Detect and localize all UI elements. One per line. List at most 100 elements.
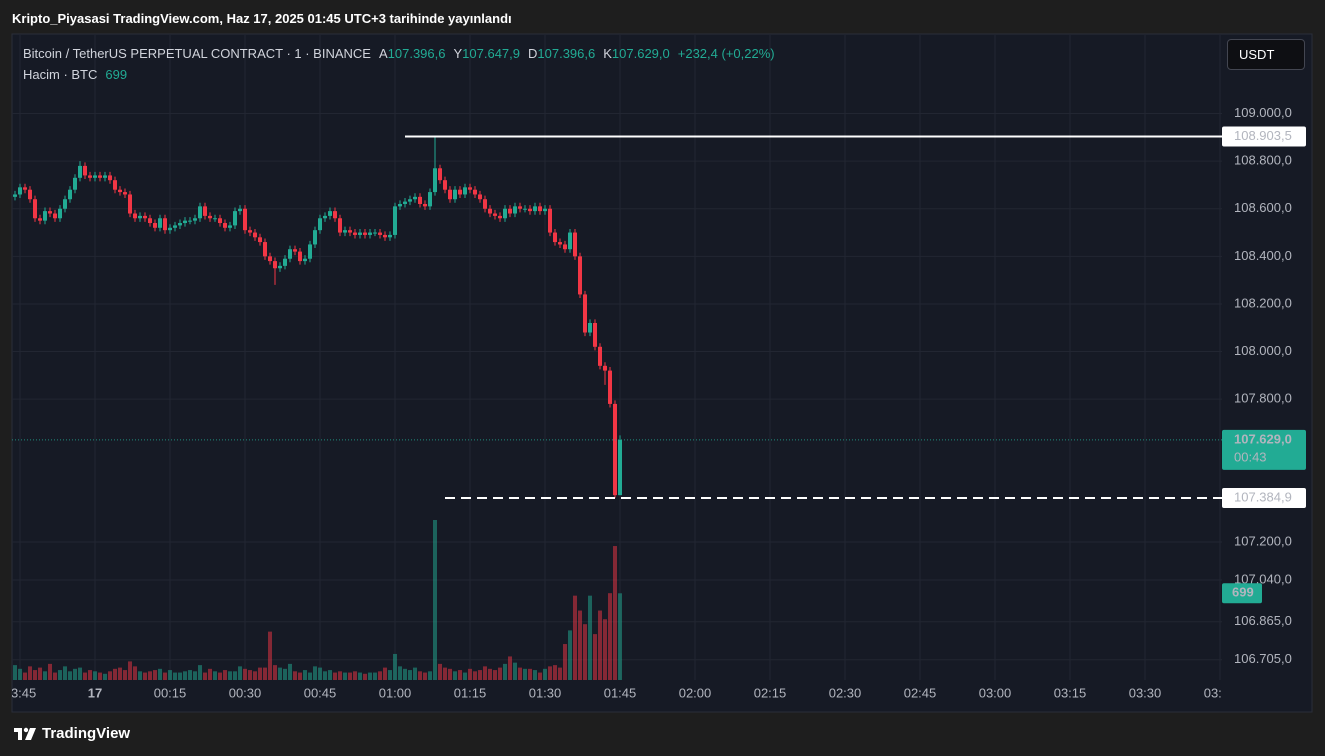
- y-tick-label: 106.705,0: [1234, 651, 1292, 666]
- candle-body: [553, 232, 557, 243]
- volume-bar: [368, 672, 372, 680]
- volume-bar: [603, 619, 607, 680]
- candle-body: [538, 206, 542, 212]
- candle-body: [468, 187, 472, 190]
- candle-body: [128, 194, 132, 214]
- candle-body: [593, 322, 597, 347]
- candle-body: [248, 230, 252, 233]
- candle-body: [143, 215, 147, 219]
- x-tick-label: 17: [88, 685, 102, 700]
- y-tick-label: 107.040,0: [1234, 571, 1292, 586]
- candle-body: [288, 249, 292, 259]
- volume-bar: [568, 630, 572, 680]
- volume-bar: [388, 670, 392, 680]
- volume-bar: [253, 671, 257, 680]
- volume-bar: [608, 593, 612, 680]
- volume-bar: [573, 595, 577, 680]
- volume-bar: [423, 672, 427, 680]
- volume-bar: [198, 665, 202, 680]
- volume-bar: [383, 667, 387, 680]
- volume-bar: [73, 668, 77, 680]
- candle-body: [348, 230, 352, 233]
- y-tick-label: 106.865,0: [1234, 613, 1292, 628]
- volume-bar: [143, 672, 147, 680]
- candle-body: [208, 215, 212, 219]
- volume-bar: [393, 653, 397, 680]
- volume-bar: [63, 666, 67, 680]
- volume-bar: [158, 668, 162, 680]
- candle-body: [433, 168, 437, 193]
- x-tick-label: 23:45: [4, 685, 37, 700]
- volume-legend: Hacim · BTC 699: [23, 67, 131, 82]
- candle-body: [233, 211, 237, 226]
- candle-body: [573, 232, 577, 257]
- candle-body: [118, 189, 122, 193]
- candle-body: [133, 213, 137, 219]
- logo: [14, 727, 36, 740]
- volume-bar: [248, 670, 252, 680]
- candle-body: [183, 220, 187, 224]
- line-badge-label: 108.903,5: [1234, 128, 1292, 143]
- candle-body: [138, 215, 142, 219]
- logo-part: [25, 728, 36, 740]
- volume-bar: [98, 672, 102, 680]
- volume-bar: [348, 672, 352, 680]
- ohlc-label: K: [603, 46, 612, 61]
- volume-bar: [433, 519, 437, 680]
- candle-body: [353, 232, 357, 235]
- currency-button[interactable]: USDT: [1227, 39, 1305, 70]
- candle-body: [413, 196, 417, 200]
- candle-body: [303, 258, 307, 262]
- candle-body: [103, 175, 107, 178]
- volume-bar: [428, 671, 432, 680]
- volume-bar: [313, 666, 317, 680]
- candle-body: [298, 251, 302, 262]
- candle-body: [63, 199, 67, 209]
- volume-bar: [168, 670, 172, 680]
- x-tick-label: 02:15: [754, 685, 787, 700]
- volume-bar: [213, 671, 217, 680]
- volume-bar: [593, 634, 597, 680]
- candle-body: [53, 213, 57, 219]
- y-tick-label: 108.000,0: [1234, 343, 1292, 358]
- candle-body: [478, 194, 482, 200]
- y-tick-label: 108.800,0: [1234, 153, 1292, 168]
- volume-bar: [228, 671, 232, 680]
- volume-bar: [588, 595, 592, 680]
- candle-body: [428, 192, 432, 207]
- volume-bar: [333, 672, 337, 680]
- volume-bar: [268, 631, 272, 680]
- x-tick-label: 01:30: [529, 685, 562, 700]
- ohlc-value: 107.629,0: [611, 46, 670, 61]
- volume-value: 699: [105, 67, 128, 82]
- candle-body: [483, 199, 487, 209]
- volume-bar: [523, 668, 527, 680]
- candle-body: [443, 180, 447, 190]
- y-tick-label: 107.800,0: [1234, 391, 1292, 406]
- brand: TradingView: [42, 725, 131, 742]
- candle-body: [558, 242, 562, 245]
- volume-bar: [343, 672, 347, 680]
- volume-bar: [238, 666, 242, 680]
- candle-body: [563, 244, 567, 250]
- candle-body: [88, 175, 92, 178]
- volume-bar: [128, 661, 132, 680]
- candle-body: [323, 215, 327, 219]
- candle-body: [153, 223, 157, 228]
- candle-body: [328, 211, 332, 216]
- candle-body: [438, 168, 442, 181]
- candle-body: [408, 199, 412, 202]
- volume-bar: [618, 593, 622, 680]
- volume-bar: [298, 672, 302, 680]
- candle-body: [223, 223, 227, 228]
- candle-body: [203, 206, 207, 216]
- candle-body: [173, 225, 177, 228]
- volume-bar: [418, 671, 422, 680]
- candle-body: [33, 199, 37, 219]
- candle-body: [528, 208, 532, 212]
- volume-bar: [278, 667, 282, 680]
- candle-body: [188, 220, 192, 222]
- volume-bar: [508, 656, 512, 680]
- volume-bar: [468, 668, 472, 680]
